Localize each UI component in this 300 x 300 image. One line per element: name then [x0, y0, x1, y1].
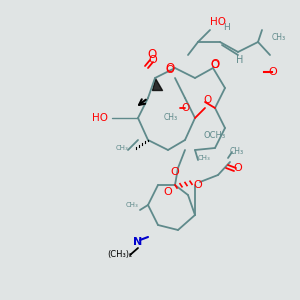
- Text: O: O: [234, 163, 242, 173]
- Text: O: O: [165, 61, 175, 74]
- Text: O: O: [268, 67, 278, 77]
- Text: (CH₃)₂: (CH₃)₂: [107, 250, 133, 260]
- Text: CH₃: CH₃: [164, 113, 178, 122]
- Text: CH₃: CH₃: [125, 202, 138, 208]
- Text: O: O: [194, 180, 202, 190]
- Text: CH₃: CH₃: [198, 155, 211, 161]
- Text: HO: HO: [92, 113, 108, 123]
- Text: O: O: [210, 58, 220, 70]
- Text: H: H: [223, 23, 230, 32]
- Text: O: O: [181, 103, 189, 113]
- Text: O: O: [171, 167, 179, 177]
- Text: H: H: [236, 55, 244, 65]
- Text: O: O: [211, 60, 219, 70]
- Text: HO: HO: [210, 17, 226, 27]
- Text: CH₃: CH₃: [230, 148, 244, 157]
- Text: CH₃: CH₃: [115, 145, 128, 151]
- Text: O: O: [148, 55, 158, 65]
- Text: N: N: [134, 237, 142, 247]
- Text: CH₃: CH₃: [272, 34, 286, 43]
- Text: O: O: [166, 65, 174, 75]
- Text: O: O: [164, 187, 172, 197]
- Text: OCH₃: OCH₃: [204, 131, 226, 140]
- Text: O: O: [147, 49, 157, 62]
- Text: O: O: [204, 95, 212, 105]
